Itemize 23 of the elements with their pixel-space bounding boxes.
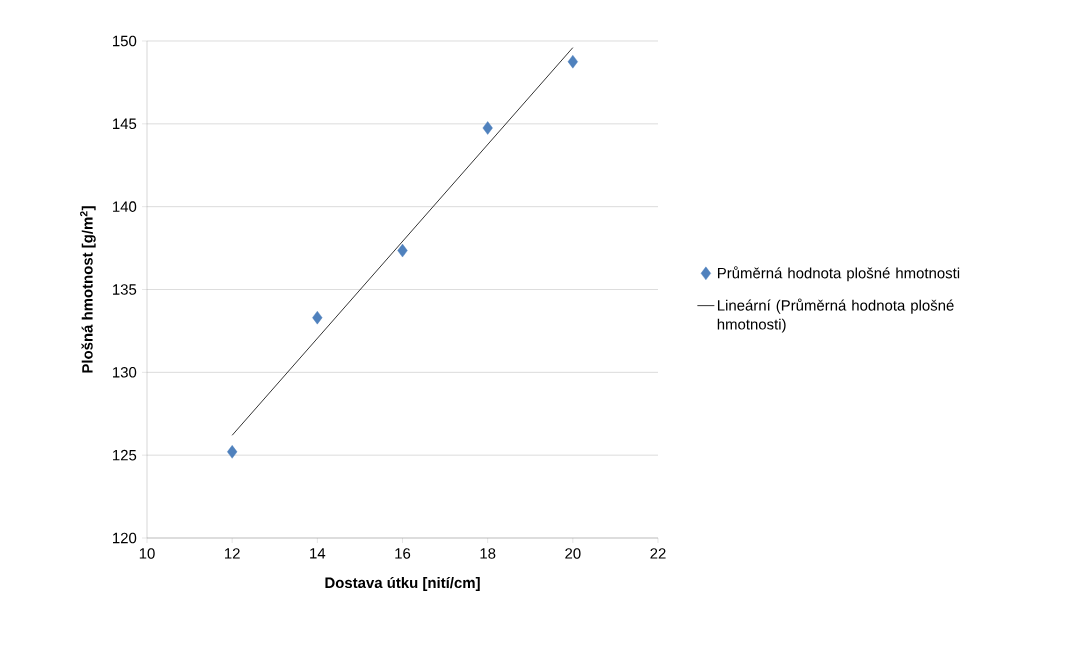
x-tick-label: 10 (139, 548, 155, 559)
legend-label: Lineární (Průměrná hodnota plošné hmotnosti) (717, 298, 954, 333)
x-tick-label: 22 (650, 548, 666, 559)
y-tick-label: 130 (113, 367, 137, 378)
x-tick-label: 20 (565, 548, 581, 559)
y-tick-label: 135 (113, 284, 137, 295)
legend-label: Průměrná hodnota plošné hmotnosti (717, 266, 960, 282)
y-tick-label: 125 (113, 449, 137, 461)
y-tick-label: 145 (113, 118, 137, 130)
point (227, 445, 238, 459)
x-tick-label: 12 (225, 548, 240, 559)
y-tick-label: 140 (113, 201, 137, 212)
point (397, 243, 408, 258)
x-tick-label: 14 (310, 548, 326, 559)
x-tick-label: 16 (395, 548, 411, 559)
point (567, 55, 578, 69)
y-tick-label: 150 (113, 35, 137, 47)
y-axis-title: Plošná hmotnost [g/m$^{2}$] (80, 206, 96, 373)
point (312, 310, 323, 325)
y-tick-label: 120 (113, 532, 137, 544)
x-tick-label: 18 (480, 548, 496, 559)
point (482, 121, 493, 135)
x-axis-title: Dostava útku [nití/cm] (325, 576, 480, 591)
